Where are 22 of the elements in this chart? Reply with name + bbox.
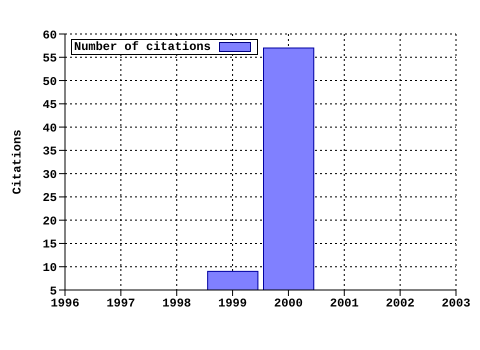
legend-label: Number of citations <box>74 40 211 54</box>
y-tick-label: 50 <box>42 74 57 89</box>
y-tick-label: 5 <box>50 284 57 298</box>
y-tick-label: 25 <box>42 191 57 206</box>
y-axis-title: Citations <box>10 130 24 194</box>
y-tick-label: 15 <box>42 238 57 252</box>
x-tick-label: 1997 <box>106 296 136 311</box>
y-tick-label: 30 <box>42 168 57 182</box>
x-tick-label: 2000 <box>274 296 303 311</box>
x-tick-label: 1999 <box>218 296 247 311</box>
y-tick-label: 20 <box>42 214 57 228</box>
x-tick-label: 1996 <box>50 296 80 311</box>
y-tick-label: 60 <box>42 28 57 42</box>
x-tick-label: 2003 <box>442 296 470 311</box>
x-tick-label: 2001 <box>330 296 359 311</box>
y-tick-label: 40 <box>42 121 57 136</box>
y-tick-label: 45 <box>42 98 57 112</box>
x-tick-label: 1998 <box>162 296 192 311</box>
y-tick-label: 35 <box>42 144 57 159</box>
y-tick-label: 55 <box>42 52 57 66</box>
x-tick-label: 2002 <box>386 296 415 311</box>
y-tick-label: 10 <box>42 260 57 275</box>
